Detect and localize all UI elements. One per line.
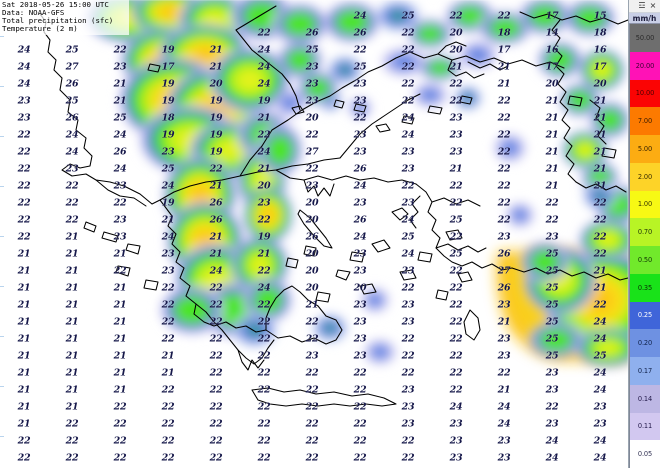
legend-band-label: 20.00: [635, 61, 655, 70]
legend-band-0.14[interactable]: 0.14: [630, 384, 660, 413]
legend-band-0.50[interactable]: 0.50: [630, 246, 660, 274]
legend-band-0.20[interactable]: 0.20: [630, 329, 660, 357]
legend-band-50.00[interactable]: 50.00: [630, 24, 660, 52]
legend-band-0.70[interactable]: 0.70: [630, 218, 660, 246]
legend-band-0.05[interactable]: 0.05: [630, 440, 660, 468]
legend-band-label: 0.70: [637, 228, 653, 237]
legend-band-label: 50.00: [635, 33, 655, 42]
legend-band-label: 0.17: [637, 366, 653, 375]
legend-band-2.00[interactable]: 2.00: [630, 162, 660, 191]
legend-band-label: 0.05: [637, 450, 653, 459]
info-layer-temp: Temperature (2 m): [2, 24, 78, 34]
pin-icon[interactable]: ☲: [638, 1, 646, 10]
legend-band-0.35[interactable]: 0.35: [630, 273, 660, 302]
legend-band-7.00[interactable]: 7.00: [630, 107, 660, 135]
legend-band-0.11[interactable]: 0.11: [630, 412, 660, 441]
map-canvas[interactable]: 2425222217151422262622201814181824252219…: [0, 0, 628, 468]
legend-band-label: 0.25: [637, 311, 653, 320]
legend-band-0.25[interactable]: 0.25: [630, 301, 660, 330]
legend-band-0.17[interactable]: 0.17: [630, 357, 660, 385]
legend-band-label: 5.00: [637, 144, 653, 153]
legend-band-label: 1.00: [637, 200, 653, 209]
legend-band-label: 0.35: [637, 283, 653, 292]
legend-band-label: 0.50: [637, 255, 653, 264]
legend-band-1.00[interactable]: 1.00: [630, 190, 660, 219]
legend-unit-label: mm/h: [629, 13, 660, 24]
legend-band-label: 0.14: [637, 394, 653, 403]
legend-band-10.00[interactable]: 10.00: [630, 79, 660, 108]
legend-band-20.00[interactable]: 20.00: [630, 51, 660, 80]
info-layer-precip: Total precipitation (sfc): [2, 16, 114, 26]
legend-band-label: 7.00: [637, 117, 653, 126]
legend-band-label: 0.11: [637, 422, 653, 431]
legend-toolbar[interactable]: ☲ ×: [629, 0, 660, 13]
map-info-box: Sat 2018-05-26 15:00 UTC Data: NOAA-GFS …: [0, 0, 129, 36]
legend-color-scale[interactable]: 50.00 20.00 10.00 7.00 5.00 2.00 1.00 0.70 0.50 0…: [629, 24, 660, 468]
info-timestamp: Sat 2018-05-26 15:00 UTC: [2, 0, 109, 9]
lat-lon-grid: [0, 36, 4, 437]
info-data-source: Data: NOAA-GFS: [2, 8, 65, 18]
legend-band-label: 2.00: [637, 172, 653, 181]
legend-panel[interactable]: ☲ × mm/h 50.00 20.00 10.00 7.00 5.00 2.00 1.00…: [628, 0, 660, 468]
legend-band-5.00[interactable]: 5.00: [630, 135, 660, 163]
coastline-layer: [39, 5, 628, 407]
legend-band-label: 10.00: [635, 89, 655, 98]
legend-band-label: 0.20: [637, 339, 653, 348]
close-icon[interactable]: ×: [649, 1, 657, 10]
